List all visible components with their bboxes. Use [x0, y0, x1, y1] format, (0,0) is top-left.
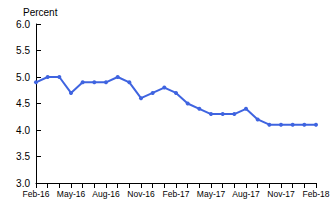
svg-text:3.5: 3.5	[16, 151, 30, 162]
svg-text:Aug-16: Aug-16	[92, 189, 120, 199]
svg-text:Aug-17: Aug-17	[232, 189, 260, 199]
svg-text:Feb-18: Feb-18	[303, 189, 330, 199]
svg-text:5.5: 5.5	[16, 45, 30, 56]
svg-text:3.0: 3.0	[16, 178, 30, 189]
svg-text:4.0: 4.0	[16, 125, 30, 136]
svg-text:Percent: Percent	[23, 7, 58, 18]
svg-text:May-17: May-17	[197, 189, 226, 199]
svg-text:Feb-17: Feb-17	[163, 189, 190, 199]
svg-text:May-16: May-16	[57, 189, 86, 199]
svg-text:Feb-16: Feb-16	[23, 189, 50, 199]
svg-text:5.0: 5.0	[16, 72, 30, 83]
svg-text:6.0: 6.0	[16, 19, 30, 30]
svg-text:Nov-16: Nov-16	[127, 189, 155, 199]
svg-text:4.5: 4.5	[16, 98, 30, 109]
svg-text:Nov-17: Nov-17	[267, 189, 295, 199]
